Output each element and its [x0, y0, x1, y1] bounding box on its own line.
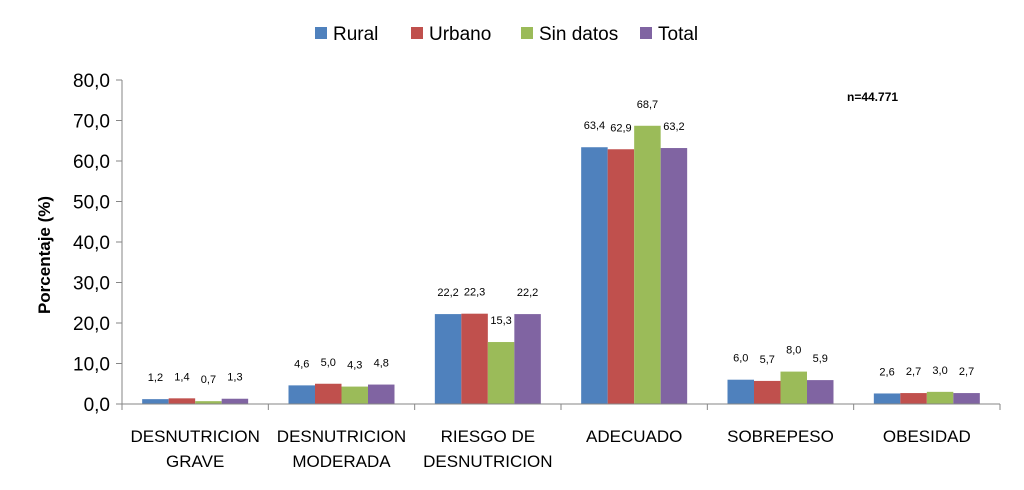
- y-axis-label: Porcentaje (%): [35, 196, 54, 314]
- bar-sin-datos: [634, 125, 661, 404]
- bar-total: [221, 398, 249, 404]
- data-label: 1,2: [148, 372, 163, 384]
- legend-label: Sin datos: [539, 24, 618, 45]
- y-tick-label: 60,0: [73, 152, 110, 173]
- data-label: 68,7: [637, 99, 658, 111]
- y-tick-label: 20,0: [73, 314, 110, 335]
- data-label: 3,0: [932, 365, 947, 377]
- legend-label: Urbano: [429, 24, 491, 45]
- bar-urbano: [315, 383, 342, 404]
- data-label: 5,0: [321, 357, 336, 369]
- legend-label: Rural: [333, 24, 378, 45]
- data-label: 62,9: [610, 122, 631, 134]
- legend-swatch: [521, 27, 533, 39]
- sample-size-annotation: n=44.771: [847, 90, 898, 104]
- legend-label: Total: [658, 24, 698, 45]
- bar-rural: [873, 393, 901, 404]
- bar-total: [514, 314, 541, 404]
- bar-urbano: [607, 149, 635, 404]
- data-label: 8,0: [786, 345, 801, 357]
- data-label: 22,3: [464, 287, 485, 299]
- bar-sin-datos: [780, 371, 807, 404]
- x-axis: DESNUTRICION GRAVE DESNUTRICION MODERADA RIE…: [121, 403, 1001, 471]
- y-tick-label: 70,0: [73, 112, 110, 133]
- y-tick-label: 80,0: [73, 71, 110, 92]
- bar-total: [368, 384, 395, 404]
- x-category-label: DESNUTRICION MODERADA: [277, 427, 406, 471]
- data-label: 5,9: [813, 353, 828, 365]
- bar-urbano: [461, 313, 488, 404]
- legend-swatch: [315, 27, 327, 39]
- bar-total: [953, 393, 980, 404]
- bar-total: [660, 148, 688, 404]
- bar-rural: [288, 385, 315, 404]
- data-label: 63,2: [663, 121, 684, 133]
- y-tick-label: 40,0: [73, 233, 110, 254]
- x-category-label: DESNUTRICION GRAVE: [130, 427, 259, 471]
- data-label: 4,6: [294, 358, 309, 370]
- y-tick-label: 50,0: [73, 193, 110, 214]
- data-label: 63,4: [584, 120, 605, 132]
- y-axis: 0,0 10,0 20,0 30,0 40,0 50,0 60,0 70,0 80,0: [73, 71, 123, 416]
- data-label: 1,4: [174, 371, 189, 383]
- bar-sin-datos: [487, 342, 515, 404]
- data-label: 22,2: [517, 287, 538, 299]
- data-label: 4,8: [374, 358, 389, 370]
- x-category-label: OBESIDAD: [883, 427, 971, 446]
- x-category-label: RIESGO DE DESNUTRICION: [423, 427, 552, 471]
- data-label: 1,3: [227, 372, 242, 384]
- data-labels: 1,2 1,4 0,7 1,3 4,6 5,0 4,3 4,8 22,2 22,3 15,3 22,2…: [148, 99, 974, 386]
- y-tick-label: 10,0: [73, 355, 110, 376]
- legend: Rural Urbano Sin datos Total: [315, 24, 698, 45]
- bar-sin-datos: [926, 391, 954, 404]
- y-tick-label: 30,0: [73, 274, 110, 295]
- x-category-label: SOBREPESO: [727, 427, 834, 446]
- y-tick-label: 0,0: [84, 395, 110, 416]
- data-label: 22,2: [437, 287, 458, 299]
- data-label: 4,3: [347, 360, 362, 372]
- data-label: 0,7: [201, 374, 216, 386]
- data-label: 2,7: [906, 366, 921, 378]
- bar-rural: [581, 147, 608, 405]
- bar-urbano: [754, 380, 781, 404]
- bar-rural: [434, 314, 462, 404]
- data-label: 6,0: [733, 353, 748, 365]
- bar-urbano: [168, 398, 196, 404]
- data-label: 2,6: [879, 366, 894, 378]
- bar-rural: [727, 379, 754, 404]
- bar-urbano: [900, 393, 927, 404]
- legend-swatch: [640, 27, 652, 39]
- data-label: 2,7: [959, 366, 974, 378]
- x-category-label: ADECUADO: [586, 427, 682, 446]
- bars: [142, 125, 980, 405]
- bar-rural: [142, 399, 169, 404]
- legend-swatch: [411, 27, 423, 39]
- data-label: 15,3: [490, 315, 511, 327]
- bar-sin-datos: [341, 386, 368, 404]
- bar-sin-datos: [195, 401, 222, 404]
- bar-total: [807, 380, 834, 404]
- data-label: 5,7: [760, 354, 775, 366]
